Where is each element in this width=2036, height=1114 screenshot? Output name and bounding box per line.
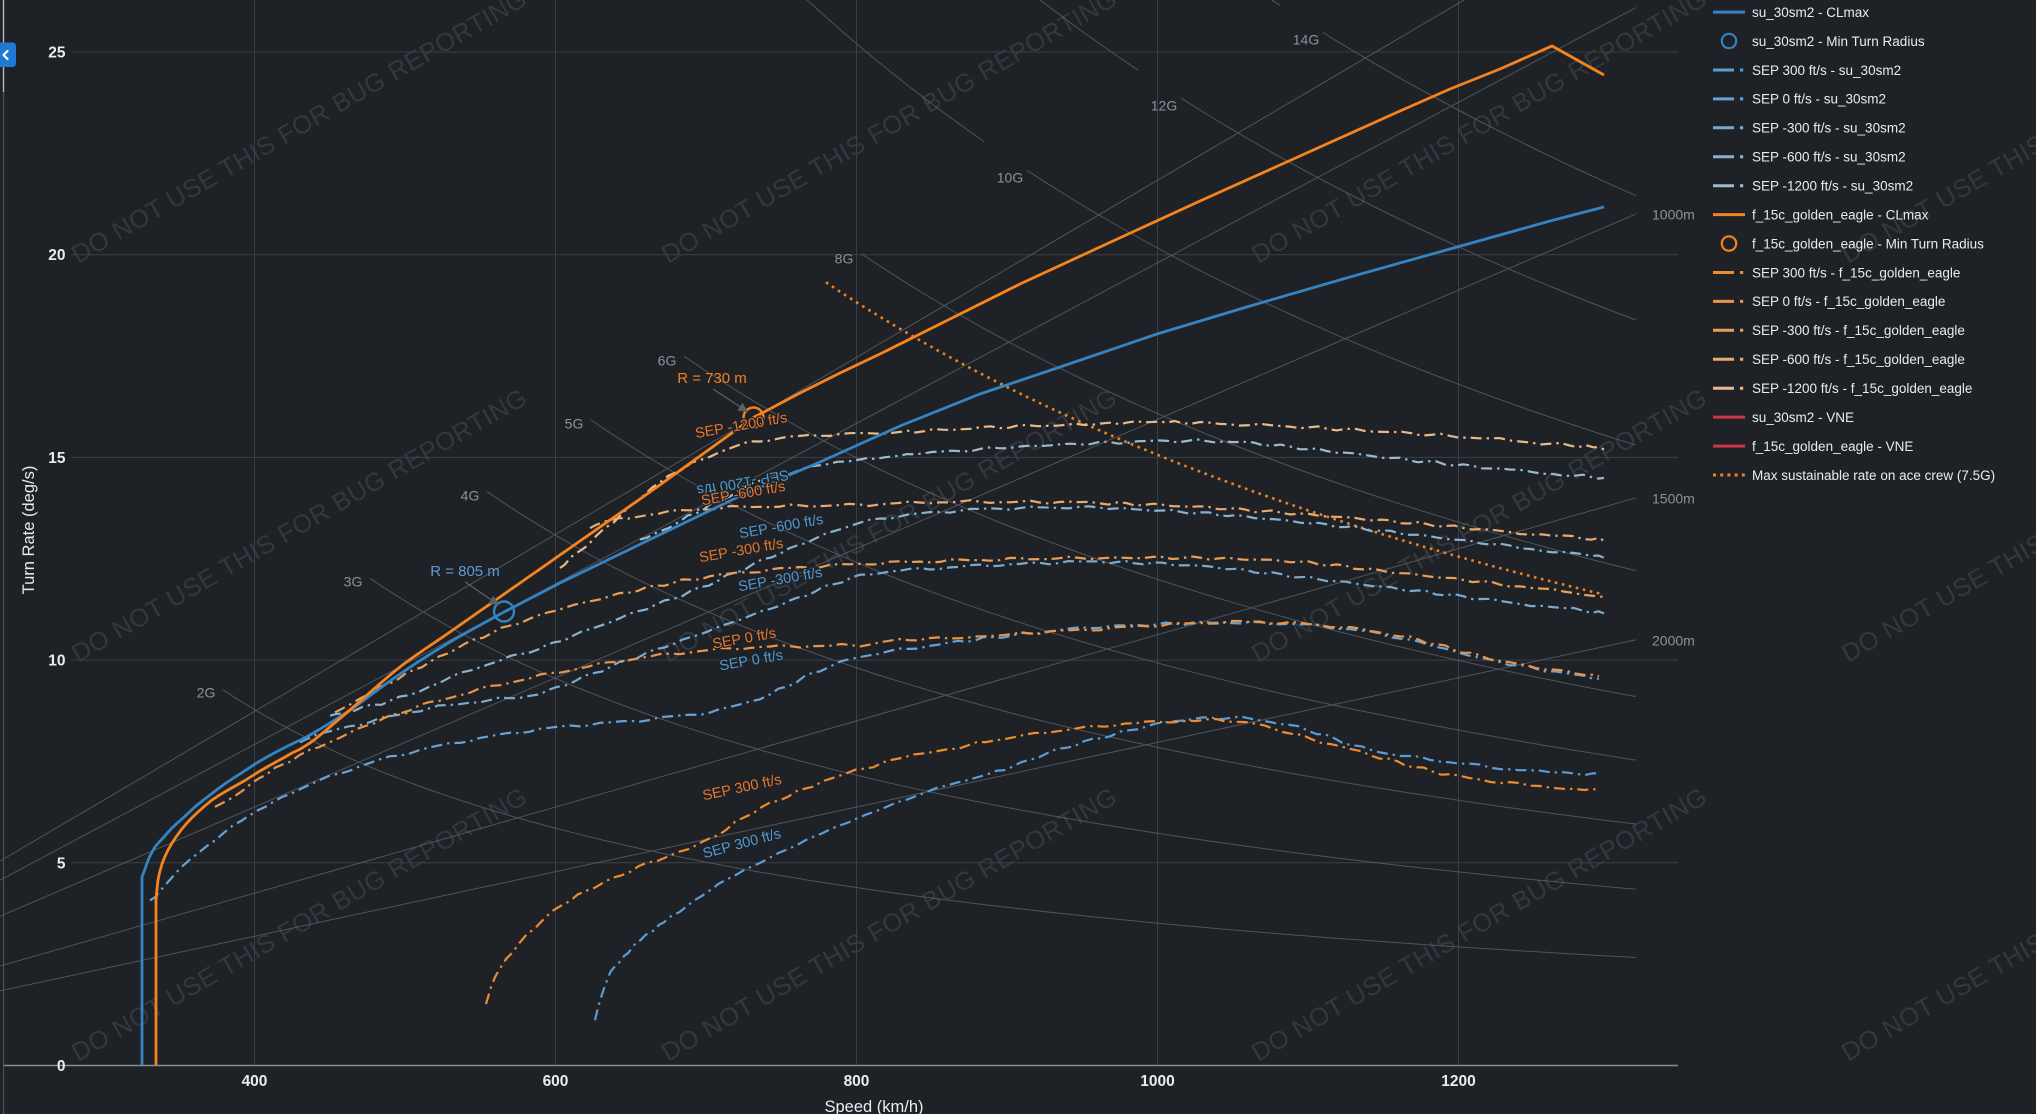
- svg-text:SEP 300 ft/s - su_30sm2: SEP 300 ft/s - su_30sm2: [1752, 63, 1901, 78]
- svg-text:400: 400: [242, 1073, 268, 1090]
- svg-text:2G: 2G: [197, 685, 216, 701]
- svg-text:3G: 3G: [344, 574, 363, 590]
- svg-text:SEP -600 ft/s - su_30sm2: SEP -600 ft/s - su_30sm2: [1752, 150, 1906, 165]
- svg-text:R = 805 m: R = 805 m: [430, 563, 500, 580]
- svg-text:8G: 8G: [835, 251, 854, 267]
- svg-text:SEP -600 ft/s - f_15c_golden_e: SEP -600 ft/s - f_15c_golden_eagle: [1752, 352, 1965, 367]
- svg-text:600: 600: [543, 1073, 569, 1090]
- svg-text:f_15c_golden_eagle - CLmax: f_15c_golden_eagle - CLmax: [1752, 207, 1929, 222]
- svg-text:0: 0: [57, 1058, 66, 1075]
- svg-text:10G: 10G: [997, 170, 1023, 186]
- svg-text:12G: 12G: [1151, 98, 1177, 114]
- svg-text:2000m: 2000m: [1652, 633, 1695, 649]
- svg-text:20: 20: [48, 247, 65, 264]
- svg-text:f_15c_golden_eagle - Min Turn: f_15c_golden_eagle - Min Turn Radius: [1752, 236, 1984, 251]
- svg-text:Turn Rate (deg/s): Turn Rate (deg/s): [20, 466, 38, 595]
- svg-text:1000: 1000: [1140, 1073, 1174, 1090]
- svg-text:su_30sm2 - CLmax: su_30sm2 - CLmax: [1752, 5, 1869, 20]
- svg-text:5: 5: [57, 855, 66, 872]
- svg-text:SEP -300 ft/s - su_30sm2: SEP -300 ft/s - su_30sm2: [1752, 121, 1906, 136]
- svg-text:10: 10: [48, 653, 65, 670]
- svg-text:SEP 0 ft/s - su_30sm2: SEP 0 ft/s - su_30sm2: [1752, 92, 1886, 107]
- svg-text:1000m: 1000m: [1652, 207, 1695, 223]
- svg-text:14G: 14G: [1293, 32, 1319, 48]
- svg-text:1200: 1200: [1441, 1073, 1475, 1090]
- svg-text:800: 800: [844, 1073, 870, 1090]
- svg-text:SEP 300 ft/s - f_15c_golden_ea: SEP 300 ft/s - f_15c_golden_eagle: [1752, 265, 1960, 280]
- svg-text:1500m: 1500m: [1652, 491, 1695, 507]
- svg-text:Speed (km/h): Speed (km/h): [824, 1098, 923, 1114]
- svg-text:15: 15: [48, 450, 66, 467]
- svg-text:SEP -300 ft/s - f_15c_golden_e: SEP -300 ft/s - f_15c_golden_eagle: [1752, 323, 1965, 338]
- svg-text:Max sustainable rate on ace cr: Max sustainable rate on ace crew (7.5G): [1752, 468, 1995, 483]
- svg-text:4G: 4G: [461, 488, 480, 504]
- svg-text:SEP 0 ft/s - f_15c_golden_eagl: SEP 0 ft/s - f_15c_golden_eagle: [1752, 294, 1945, 309]
- svg-text:su_30sm2 - VNE: su_30sm2 - VNE: [1752, 410, 1854, 425]
- svg-text:f_15c_golden_eagle - VNE: f_15c_golden_eagle - VNE: [1752, 439, 1913, 454]
- svg-text:R = 730 m: R = 730 m: [677, 370, 747, 387]
- svg-text:5G: 5G: [565, 416, 584, 432]
- svg-text:su_30sm2 - Min Turn Radius: su_30sm2 - Min Turn Radius: [1752, 34, 1925, 49]
- svg-text:SEP -1200 ft/s - su_30sm2: SEP -1200 ft/s - su_30sm2: [1752, 179, 1913, 194]
- svg-text:25: 25: [48, 45, 66, 62]
- svg-text:6G: 6G: [658, 353, 677, 369]
- svg-text:SEP -1200 ft/s - f_15c_golden_: SEP -1200 ft/s - f_15c_golden_eagle: [1752, 381, 1972, 396]
